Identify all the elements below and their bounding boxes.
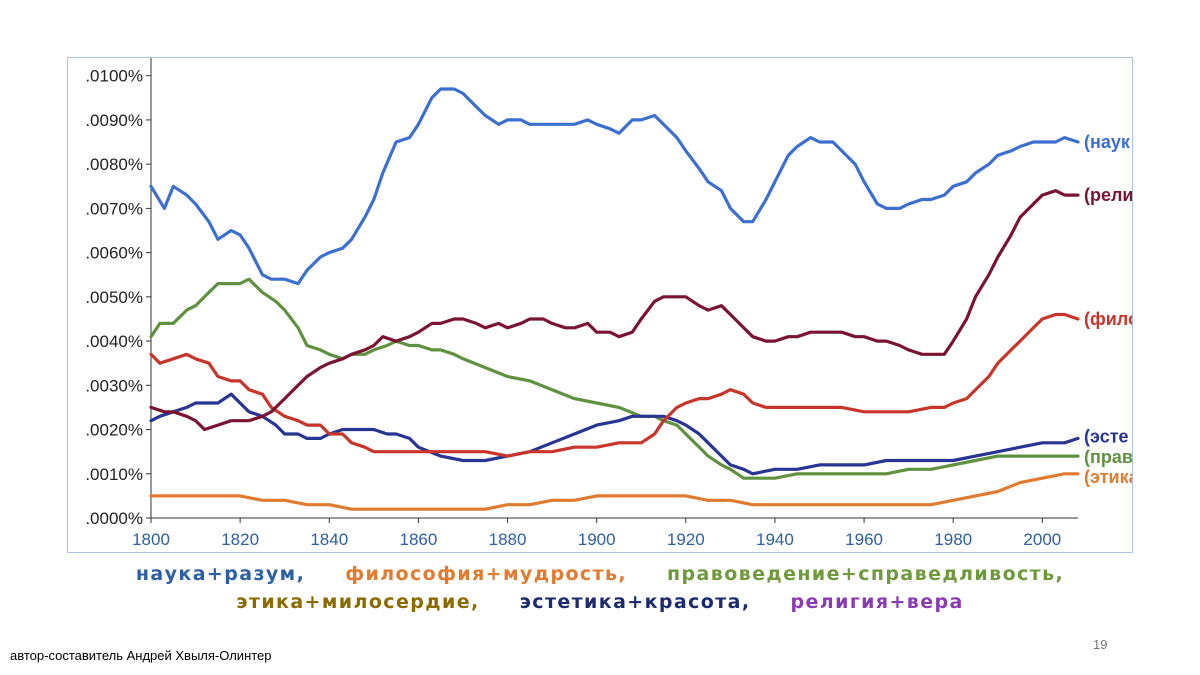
series-line-5 bbox=[149, 472, 1080, 511]
y-tick-label: .0080% bbox=[85, 155, 143, 174]
y-tick-label: .0050% bbox=[85, 288, 143, 307]
legend-item-science: наука+разум, bbox=[135, 563, 306, 585]
legend-item-religion: религия+вера bbox=[790, 591, 964, 613]
x-tick-label: 1900 bbox=[578, 530, 616, 549]
x-tick-label: 1800 bbox=[132, 530, 170, 549]
legend-item-philosophy: философия+мудрость, bbox=[345, 563, 628, 585]
legend-line-2: этика+милосердие, эстетика+красота, рели… bbox=[0, 591, 1200, 613]
x-tick-label: 1840 bbox=[310, 530, 348, 549]
x-tick-label: 1940 bbox=[756, 530, 794, 549]
series-end-label: (наук bbox=[1084, 132, 1131, 152]
x-tick-label: 1980 bbox=[934, 530, 972, 549]
series-line-4 bbox=[149, 277, 1080, 480]
series-end-label: (эсте bbox=[1084, 426, 1129, 446]
y-tick-label: .0060% bbox=[85, 244, 143, 263]
y-tick-label: .0040% bbox=[85, 332, 143, 351]
y-tick-label: .0090% bbox=[85, 111, 143, 130]
y-tick-label: .0070% bbox=[85, 199, 143, 218]
y-tick-label: .0000% bbox=[85, 509, 143, 528]
legend-line-1: наука+разум, философия+мудрость, правове… bbox=[0, 563, 1200, 585]
x-tick-label: 1820 bbox=[221, 530, 259, 549]
y-tick-label: .0030% bbox=[85, 376, 143, 395]
author-credit: автор-составитель Андрей Хвыля-Олинтер bbox=[10, 648, 272, 663]
series-end-label: (фило bbox=[1084, 309, 1133, 329]
legend-item-aesthetics: эстетика+красота, bbox=[519, 591, 751, 613]
legend-item-law: правоведение+справедливость, bbox=[667, 563, 1065, 585]
y-tick-label: .0020% bbox=[85, 421, 143, 440]
series-line-1 bbox=[149, 189, 1080, 432]
chart-frame: .0000% .0010% .0020% .0030% .0040% .0050% .006… bbox=[67, 57, 1133, 553]
series-end-label: (прав bbox=[1084, 447, 1133, 467]
y-tick-label: .0100% bbox=[85, 67, 143, 86]
ngram-line-chart: .0000% .0010% .0020% .0030% .0040% .0050% .006… bbox=[85, 58, 1133, 549]
x-tick-label: 2000 bbox=[1023, 530, 1061, 549]
x-tick-label: 1920 bbox=[667, 530, 705, 549]
series-line-2 bbox=[149, 312, 1080, 458]
legend-item-ethics: этика+милосердие, bbox=[236, 591, 480, 613]
series-end-label: (этика bbox=[1084, 467, 1133, 487]
series-end-label: (рели bbox=[1084, 185, 1133, 205]
x-tick-label: 1880 bbox=[489, 530, 527, 549]
series-line-0 bbox=[149, 87, 1080, 286]
x-tick-label: 1960 bbox=[845, 530, 883, 549]
y-tick-label: .0010% bbox=[85, 465, 143, 484]
slide-number: 19 bbox=[1093, 637, 1108, 652]
x-tick-label: 1860 bbox=[399, 530, 437, 549]
